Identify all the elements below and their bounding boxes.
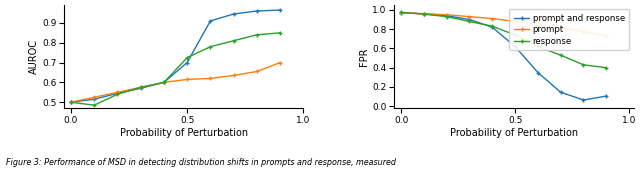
Y-axis label: FPR: FPR xyxy=(360,47,369,66)
prompt and response xyxy=(443,15,451,17)
prompt xyxy=(557,26,564,28)
Line: prompt and response: prompt and response xyxy=(399,11,609,102)
prompt and response xyxy=(397,12,405,14)
prompt and response xyxy=(557,91,564,93)
prompt xyxy=(511,20,519,22)
prompt xyxy=(534,24,541,26)
Legend: prompt and response, prompt, response: prompt and response, prompt, response xyxy=(509,9,629,50)
response xyxy=(511,34,519,36)
response xyxy=(580,64,588,66)
X-axis label: Probability of Perturbation: Probability of Perturbation xyxy=(120,128,248,138)
response xyxy=(466,20,474,22)
response xyxy=(557,54,564,56)
prompt xyxy=(420,13,428,15)
prompt and response xyxy=(511,45,519,47)
prompt and response xyxy=(466,19,474,21)
response xyxy=(534,45,541,47)
response xyxy=(397,11,405,13)
X-axis label: Probability of Perturbation: Probability of Perturbation xyxy=(450,128,578,138)
prompt xyxy=(466,16,474,18)
prompt and response xyxy=(534,71,541,74)
prompt and response xyxy=(602,95,610,97)
response xyxy=(420,13,428,15)
Y-axis label: AUROC: AUROC xyxy=(29,39,39,74)
prompt xyxy=(397,12,405,14)
response xyxy=(602,67,610,69)
prompt xyxy=(602,35,610,37)
prompt xyxy=(488,18,496,20)
prompt and response xyxy=(580,99,588,101)
prompt xyxy=(580,31,588,33)
response xyxy=(488,25,496,27)
Line: prompt: prompt xyxy=(399,11,609,38)
prompt xyxy=(443,14,451,16)
Text: Figure 3: Performance of MSD in detecting distribution shifts in prompts and res: Figure 3: Performance of MSD in detectin… xyxy=(6,158,396,167)
response xyxy=(443,16,451,18)
Line: response: response xyxy=(399,10,609,70)
prompt and response xyxy=(420,13,428,15)
prompt and response xyxy=(488,26,496,28)
